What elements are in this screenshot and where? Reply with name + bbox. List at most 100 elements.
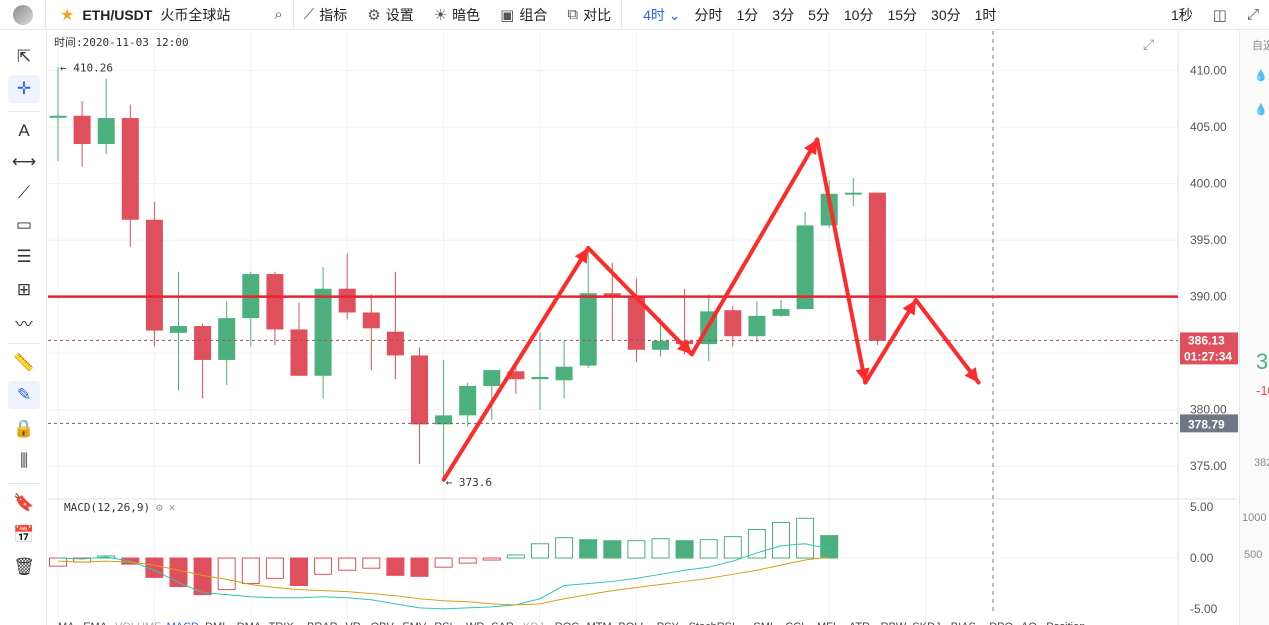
price-tick: 405.00 — [1190, 120, 1227, 134]
trend-line-icon[interactable]: ⟋ — [18, 183, 30, 202]
indicator-tab-smi[interactable]: SMI — [753, 621, 773, 625]
indicator-tab-ao[interactable]: AO — [1021, 621, 1037, 625]
watchlist-label[interactable]: 自选 — [1252, 40, 1269, 52]
measure-icon[interactable]: ⊞ — [16, 280, 32, 299]
lock-icon[interactable]: 🔒 — [13, 419, 35, 438]
indicator-tab-dmi[interactable]: DMI — [205, 621, 225, 625]
timeframe-4[interactable]: 5分 — [808, 6, 830, 23]
wave-pattern-icon[interactable]: 〰 — [15, 314, 33, 334]
indicator-tab-stochrsi[interactable]: StochRSI — [689, 621, 735, 625]
candle-body — [411, 355, 428, 425]
indicator-tab-skdj[interactable]: SKDJ — [912, 621, 940, 625]
settings-small-icon[interactable]: ⚙ — [156, 501, 163, 514]
drawn-arrows[interactable] — [441, 137, 981, 482]
timeframe-8[interactable]: 1时 — [974, 6, 997, 23]
indicator-tab-emv[interactable]: EMV — [402, 621, 427, 625]
indicator-tab-dma[interactable]: DMA — [237, 621, 262, 625]
candle-body — [435, 415, 453, 425]
indicator-tab-wr[interactable]: WR — [466, 621, 484, 625]
indicator-tab-volume[interactable]: VOLUME — [115, 621, 161, 625]
indicator-tab-cci[interactable]: CCI — [785, 621, 804, 625]
symbol-name[interactable]: ETH/USDT — [82, 6, 153, 23]
show-hide-icon[interactable]: ⫼ — [20, 451, 28, 470]
calendar-icon[interactable]: 📅 — [13, 525, 35, 544]
fullscreen-button[interactable]: ⤢ — [1237, 0, 1269, 30]
macd-tick: 5.00 — [1190, 500, 1214, 514]
timeframe-7[interactable]: 30分 — [931, 6, 961, 23]
candle-body — [266, 274, 284, 330]
indicator-tab-position[interactable]: Position — [1046, 621, 1085, 625]
settings-button[interactable]: ⚙ 设置 — [357, 0, 423, 30]
price-tick: 395.00 — [1190, 233, 1227, 247]
bookmark-icon[interactable]: 🔖 — [13, 493, 35, 512]
indicator-tab-vr[interactable]: VR — [345, 621, 360, 625]
indicator-tab-rsi[interactable]: RSI — [434, 621, 452, 625]
indicator-tab-mtm[interactable]: MTM — [587, 621, 612, 625]
layout-button[interactable]: ▣ 组合 — [490, 0, 557, 30]
candle-body — [555, 366, 573, 381]
divider — [8, 111, 40, 112]
price-chart[interactable]: ← 410.26 ← 373.6 410.00 405.00 400.00 395.00… — [48, 31, 1238, 625]
cursor-arrow-icon[interactable]: ⇱ — [16, 47, 32, 66]
pencil-icon[interactable]: ✎ — [8, 381, 40, 409]
screenshot-button[interactable]: ◫ — [1203, 0, 1237, 30]
trash-icon[interactable]: 🗑 — [13, 557, 35, 576]
macd-tick: -5.00 — [1190, 602, 1218, 616]
timeframe-1[interactable]: 分时 — [694, 6, 723, 23]
price-tick: 410.00 — [1190, 64, 1227, 78]
candle-body — [290, 329, 308, 376]
macd-bar — [241, 557, 260, 584]
indicator-tab-atr[interactable]: ATR — [849, 621, 870, 625]
macd-bar — [796, 517, 815, 559]
horizontal-line-icon[interactable]: ⟷ — [11, 152, 37, 171]
macd-tick: 0.00 — [1190, 551, 1214, 565]
indicator-tab-mfi[interactable]: MFI — [817, 621, 836, 625]
watch-price: 382 — [1254, 457, 1269, 469]
timeframe-0[interactable]: 4时 ⌄ — [643, 6, 681, 23]
indicator-tab-ema[interactable]: EMA — [83, 621, 108, 625]
expand-icon[interactable]: ⤢ — [1143, 36, 1154, 52]
ruler-icon[interactable]: 📏 — [13, 353, 35, 372]
indicator-tab-sar[interactable]: SAR — [491, 621, 514, 625]
indicator-tab-macd[interactable]: MACD — [167, 621, 199, 625]
indicators-button[interactable]: ⟋ 指标 — [294, 0, 358, 30]
indicator-tab-psy[interactable]: PSY — [657, 621, 680, 625]
indicator-tab-roc[interactable]: ROC — [555, 621, 580, 625]
indicator-tab-bias[interactable]: BIAS — [951, 621, 976, 625]
parallel-lines-icon[interactable]: ☰ — [16, 247, 32, 266]
candle-body — [459, 385, 477, 416]
candle-body — [314, 288, 332, 376]
close-icon[interactable]: ✕ — [168, 501, 176, 514]
indicator-tab-obv[interactable]: OBV — [371, 621, 395, 625]
arrow-head — [902, 300, 916, 316]
timeframe-3[interactable]: 3分 — [772, 6, 795, 23]
sun-icon: ☀ — [433, 6, 448, 24]
rectangle-icon[interactable]: ▭ — [15, 215, 33, 234]
timeframe-5[interactable]: 10分 — [843, 6, 874, 23]
theme-button[interactable]: ☀ 暗色 — [424, 0, 490, 30]
indicator-tab-rbw[interactable]: RBW — [881, 621, 907, 625]
compare-button[interactable]: ⧉ 对比 — [557, 0, 621, 30]
level-badge — [1180, 414, 1238, 433]
indicator-tab-trix[interactable]: TRIX — [269, 621, 295, 625]
indicator-tab-boll[interactable]: BOLL — [618, 621, 646, 625]
candle-body — [194, 326, 212, 360]
timeframe-2[interactable]: 1分 — [736, 6, 759, 23]
candle-body — [868, 192, 886, 341]
indicator-tab-ma[interactable]: MA — [58, 621, 75, 625]
indicator-tab-brar[interactable]: BRAR — [307, 621, 338, 625]
favorite-star-icon[interactable]: ★ — [60, 6, 75, 24]
candle-body — [844, 192, 862, 195]
timeframe-6[interactable]: 15分 — [887, 6, 918, 23]
search-button[interactable]: ⌕ — [264, 0, 292, 30]
arrow-segment — [863, 298, 918, 385]
indicator-tab-dpo[interactable]: DPO — [989, 621, 1013, 625]
indicator-tab-kdj[interactable]: KDJ — [523, 621, 544, 625]
indicator-tabs: MA EMA VOLUME MACD DMI DMA TRIX BRAR VR OBV EMV RSI… — [58, 621, 1085, 625]
divider — [8, 483, 40, 484]
macd-dea-line — [57, 556, 830, 606]
crosshair-icon[interactable]: ✛ — [8, 75, 40, 103]
divider — [621, 0, 623, 30]
text-tool-icon[interactable]: A — [18, 121, 30, 140]
refresh-interval[interactable]: 1秒 — [1171, 6, 1193, 23]
